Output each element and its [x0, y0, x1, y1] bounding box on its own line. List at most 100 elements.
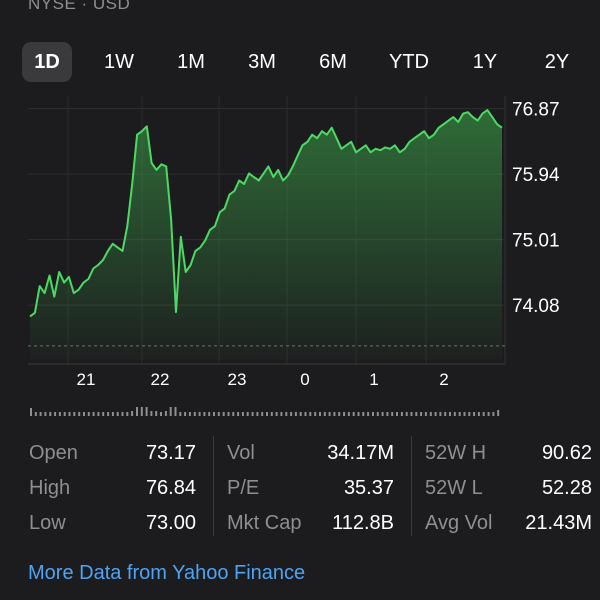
tab-6m[interactable]: 6M [319, 51, 347, 73]
volume-bar [424, 412, 427, 416]
volume-bar [333, 412, 336, 416]
stats-divider-2 [411, 436, 412, 536]
tab-1y[interactable]: 1Y [472, 51, 498, 73]
volume-bar [188, 412, 191, 416]
tab-3m[interactable]: 3M [248, 51, 276, 73]
volume-bar [126, 412, 129, 416]
volume-bar [49, 412, 52, 416]
volume-bar [160, 412, 162, 416]
volume-bar [54, 412, 57, 416]
volume-bar [497, 410, 500, 416]
exchange-label: NYSE · USD [28, 0, 131, 13]
volume-bar [58, 412, 61, 416]
x-tick-label: 1 [369, 370, 378, 389]
stat-label-avg-vol: Avg Vol [425, 512, 493, 534]
volume-bar [453, 412, 456, 416]
tab-ytd[interactable]: YTD [389, 51, 429, 73]
volume-bar [193, 412, 196, 416]
volume-bar [304, 412, 307, 416]
volume-bar [261, 412, 264, 416]
volume-bar [270, 412, 273, 416]
y-tick-label: 75.94 [512, 165, 560, 186]
y-tick-label: 74.08 [512, 296, 560, 317]
volume-bar [222, 412, 225, 416]
volume-bar [449, 412, 451, 416]
volume-bar [97, 412, 100, 416]
volume-bar [405, 412, 408, 416]
volume-bar [352, 412, 355, 416]
volume-bar [63, 412, 66, 416]
volume-bar [482, 412, 485, 416]
volume-bar [116, 412, 119, 416]
volume-bar [208, 412, 211, 416]
volume-bar [444, 412, 447, 416]
tab-2y[interactable]: 2Y [544, 51, 570, 73]
volume-bar [68, 412, 71, 416]
volume-bar [280, 412, 283, 416]
volume-bar [415, 412, 418, 416]
stat-value-pe: 35.37 [343, 477, 394, 499]
volume-bar [347, 412, 350, 416]
volume-bar [232, 412, 235, 416]
volume-bar [458, 412, 461, 416]
volume-bar [107, 412, 110, 416]
stat-label-mkt-cap: Mkt Cap [227, 512, 302, 534]
volume-bar [44, 412, 47, 416]
volume-bar [203, 412, 206, 416]
volume-bar [145, 407, 148, 416]
volume-bar [410, 412, 413, 416]
y-tick-label: 75.01 [512, 231, 560, 252]
tab-1d[interactable]: 1D [22, 42, 72, 82]
volume-bar [319, 412, 321, 416]
volume-bar [251, 412, 254, 416]
volume-bar [184, 412, 187, 416]
volume-bar [285, 412, 288, 416]
volume-bar [362, 412, 365, 416]
volume-bar [323, 412, 326, 416]
volume-bar [328, 412, 331, 416]
y-tick-label: 76.87 [512, 100, 560, 121]
stat-label-52w-low: 52W L [425, 477, 483, 499]
stat-value-avg-vol: 21.43M [525, 512, 592, 534]
tab-1m[interactable]: 1M [177, 51, 205, 73]
volume-bar [420, 412, 423, 416]
volume-bar [492, 412, 495, 416]
volume-bar [299, 412, 302, 416]
stats-divider-1 [213, 436, 214, 536]
volume-bar [30, 408, 32, 416]
volume-bar [217, 412, 220, 416]
more-data-link[interactable]: More Data from Yahoo Finance [28, 562, 306, 584]
stat-value-open: 73.17 [145, 442, 196, 464]
stat-value-vol: 34.17M [327, 442, 394, 464]
volume-bar [78, 412, 81, 416]
volume-bar [434, 412, 437, 416]
volume-bar [468, 412, 471, 416]
x-tick-label: 0 [300, 370, 309, 389]
volume-bar [367, 412, 370, 416]
volume-bar [169, 407, 172, 416]
volume-bar [473, 412, 476, 416]
volume-bar [487, 412, 490, 416]
stat-label-pe: P/E [227, 477, 260, 499]
volume-bar [155, 411, 158, 416]
volume-bar [164, 411, 167, 416]
volume-bar [266, 412, 268, 416]
volume-bar [150, 411, 153, 416]
tab-1w[interactable]: 1W [104, 51, 134, 73]
x-tick-label: 21 [77, 370, 96, 389]
volume-bar [439, 412, 442, 416]
x-tick-label: 2 [439, 370, 448, 389]
volume-bar [227, 412, 230, 416]
volume-bar [140, 407, 143, 416]
volume-bar [246, 412, 249, 416]
volume-bar [73, 412, 76, 416]
volume-bar [477, 412, 480, 416]
stat-value-52w-low: 52.28 [541, 477, 592, 499]
volume-bar [314, 412, 317, 416]
volume-bar [131, 411, 134, 416]
volume-bar [429, 412, 432, 416]
volume-bar [357, 412, 360, 416]
stat-value-high: 76.84 [145, 477, 196, 499]
volume-bar [34, 412, 37, 416]
price-chart[interactable]: 76.87 75.94 75.01 74.08 21 22 23 0 1 2 [0, 0, 600, 430]
